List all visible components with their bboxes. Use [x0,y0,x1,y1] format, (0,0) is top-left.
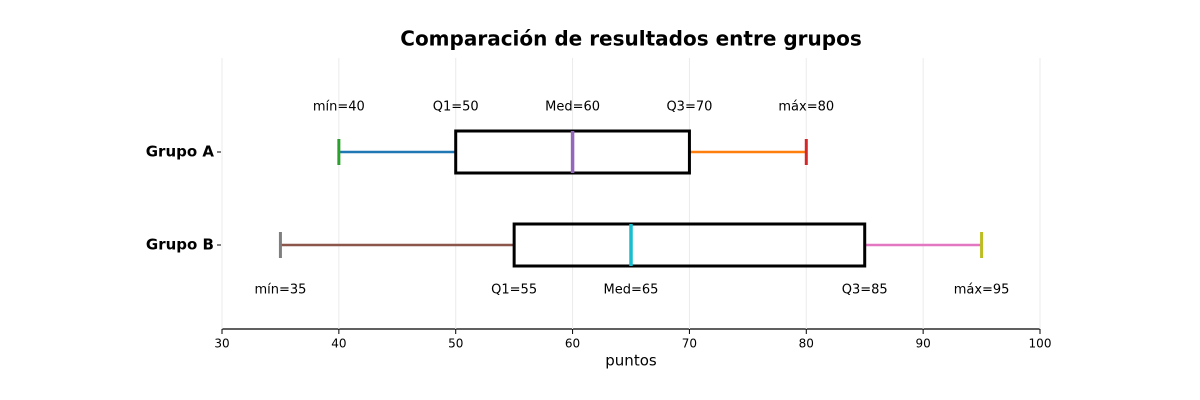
x-tick-label: 100 [1029,337,1052,351]
box [512,222,867,268]
x-tick-label: 90 [916,337,931,351]
value-label: Q1=50 [433,100,479,115]
x-tick-label: 70 [682,337,697,351]
value-label: Q3=70 [666,100,712,115]
x-axis-label: puntos [605,352,657,370]
value-label: mín=35 [254,283,306,298]
value-label: Q3=85 [842,283,888,298]
y-tick-label: Grupo A [146,143,215,161]
x-tick-label: 80 [799,337,814,351]
value-label: Med=65 [604,283,659,298]
value-label: máx=80 [778,100,834,115]
chart-title: Comparación de resultados entre grupos [400,27,861,51]
value-label: máx=95 [954,283,1010,298]
value-label: Med=60 [545,100,600,115]
x-tick-label: 60 [565,337,580,351]
x-tick-label: 30 [214,337,229,351]
y-tick-label: Grupo B [146,236,214,254]
value-label: mín=40 [313,100,365,115]
x-tick-label: 50 [448,337,463,351]
value-label: Q1=55 [491,283,537,298]
x-tick-label: 40 [331,337,346,351]
